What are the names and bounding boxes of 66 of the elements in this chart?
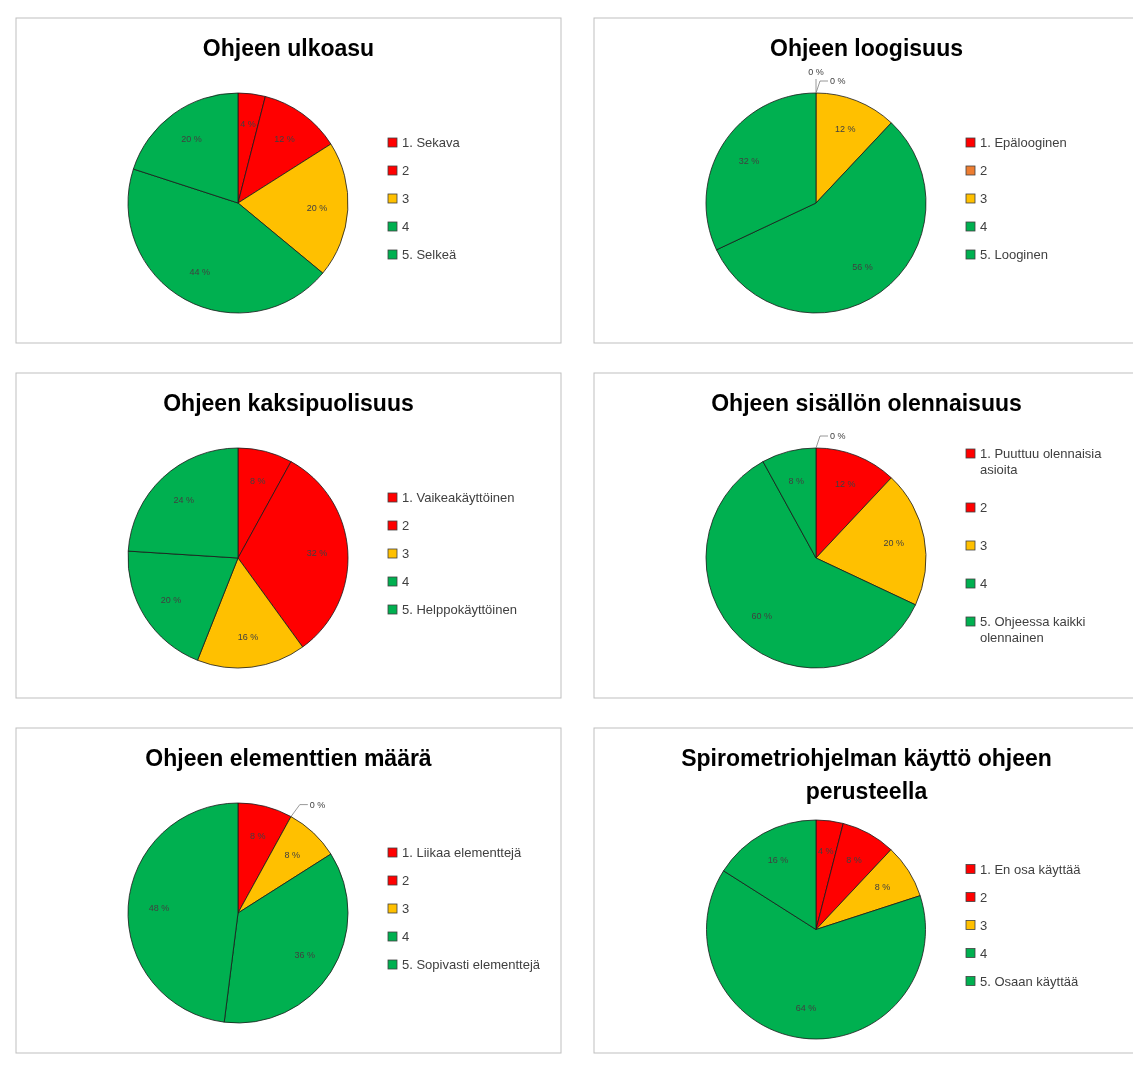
legend-label: 2 [980,889,988,905]
legend-label: 1. Puuttuu olennaisia asioita [980,446,1103,477]
data-label: 20 % [306,202,328,213]
legend-label: 1. Sekava [402,135,461,150]
legend-label: 3 [980,191,988,206]
chart-title: Ohjeen elementtien määrä [145,745,432,771]
legend-label: 4 [980,945,988,961]
data-label: 8 % [284,850,300,861]
text: 0 % [808,67,824,77]
data-label: 12 % [274,133,295,144]
data-label: 8 % [788,476,805,487]
legend-label: 4 [980,576,988,591]
legend-label: 2 [402,163,410,178]
legend-label: 3 [980,538,988,553]
data-label: 44 % [189,267,211,278]
legend-label: 3 [402,546,410,561]
chart-title: Ohjeen kaksipuolisuus [163,390,414,416]
legend-label: 2 [980,500,988,515]
chart-title: Ohjeen sisällön olennaisuus [711,390,1022,416]
data-label: 60 % [751,610,773,621]
data-label: 24 % [173,495,195,506]
data-label: 32 % [306,548,328,559]
legend-label: 4 [402,219,410,234]
legend-label: 5. Helppokäyttöinen [402,602,517,617]
text: 0 % [309,799,326,810]
data-label: 32 % [738,155,760,166]
legend-label: 5. Ohjeessa kaikki olennainen [980,614,1086,645]
legend-label: 4 [980,219,988,234]
data-label: 20 % [883,538,905,549]
data-label: 36 % [294,950,316,961]
data-label: 20 % [181,133,202,144]
data-label: 64 % [795,1002,817,1013]
legend-label: 5. Selkeä [402,247,457,262]
legend-label: 1. Vaikeakäyttöinen [402,490,515,505]
data-label: 4 % [818,846,834,857]
legend-label: 4 [402,929,410,944]
legend-label: 3 [402,191,410,206]
data-label: 16 % [767,855,789,866]
data-label: 8 % [249,476,266,487]
chart-title: Ohjeen ulkoasu [202,35,375,61]
legend-label: 1. Liikaa elementtejä [402,845,523,860]
legend-label: 5. Osaan käyttää [980,973,1080,989]
text: 0 % [830,431,846,441]
data-label: 8 % [874,882,891,893]
legend-label: 2 [402,873,410,888]
data-label: 8 % [249,831,266,842]
data-label: 12 % [834,124,856,135]
text: 0 % [830,76,846,86]
data-label: 20 % [160,595,182,606]
legend-label: 4 [402,574,410,589]
chart-title: Spirometriohjelman käyttö ohjeen perusteella [681,745,1052,804]
data-label: 48 % [148,903,170,914]
legend-label: 3 [980,917,988,933]
data-label: 8 % [846,855,862,866]
legend-label: 2 [980,163,988,178]
legend-label: 3 [402,901,410,916]
data-label: 16 % [237,631,259,642]
data-label: 4 % [240,119,256,130]
legend-label: 2 [402,518,410,533]
legend-label: 5. Looginen [980,247,1048,262]
data-label: 56 % [852,262,873,273]
legend-label: 5. Sopivasti elementtejä [402,957,541,972]
data-label: 12 % [834,479,856,490]
chart-title: Ohjeen loogisuus [770,35,963,61]
legend-label: 1. Epälooginen [980,135,1067,150]
legend-label: 1. En osa käyttää [980,861,1082,877]
